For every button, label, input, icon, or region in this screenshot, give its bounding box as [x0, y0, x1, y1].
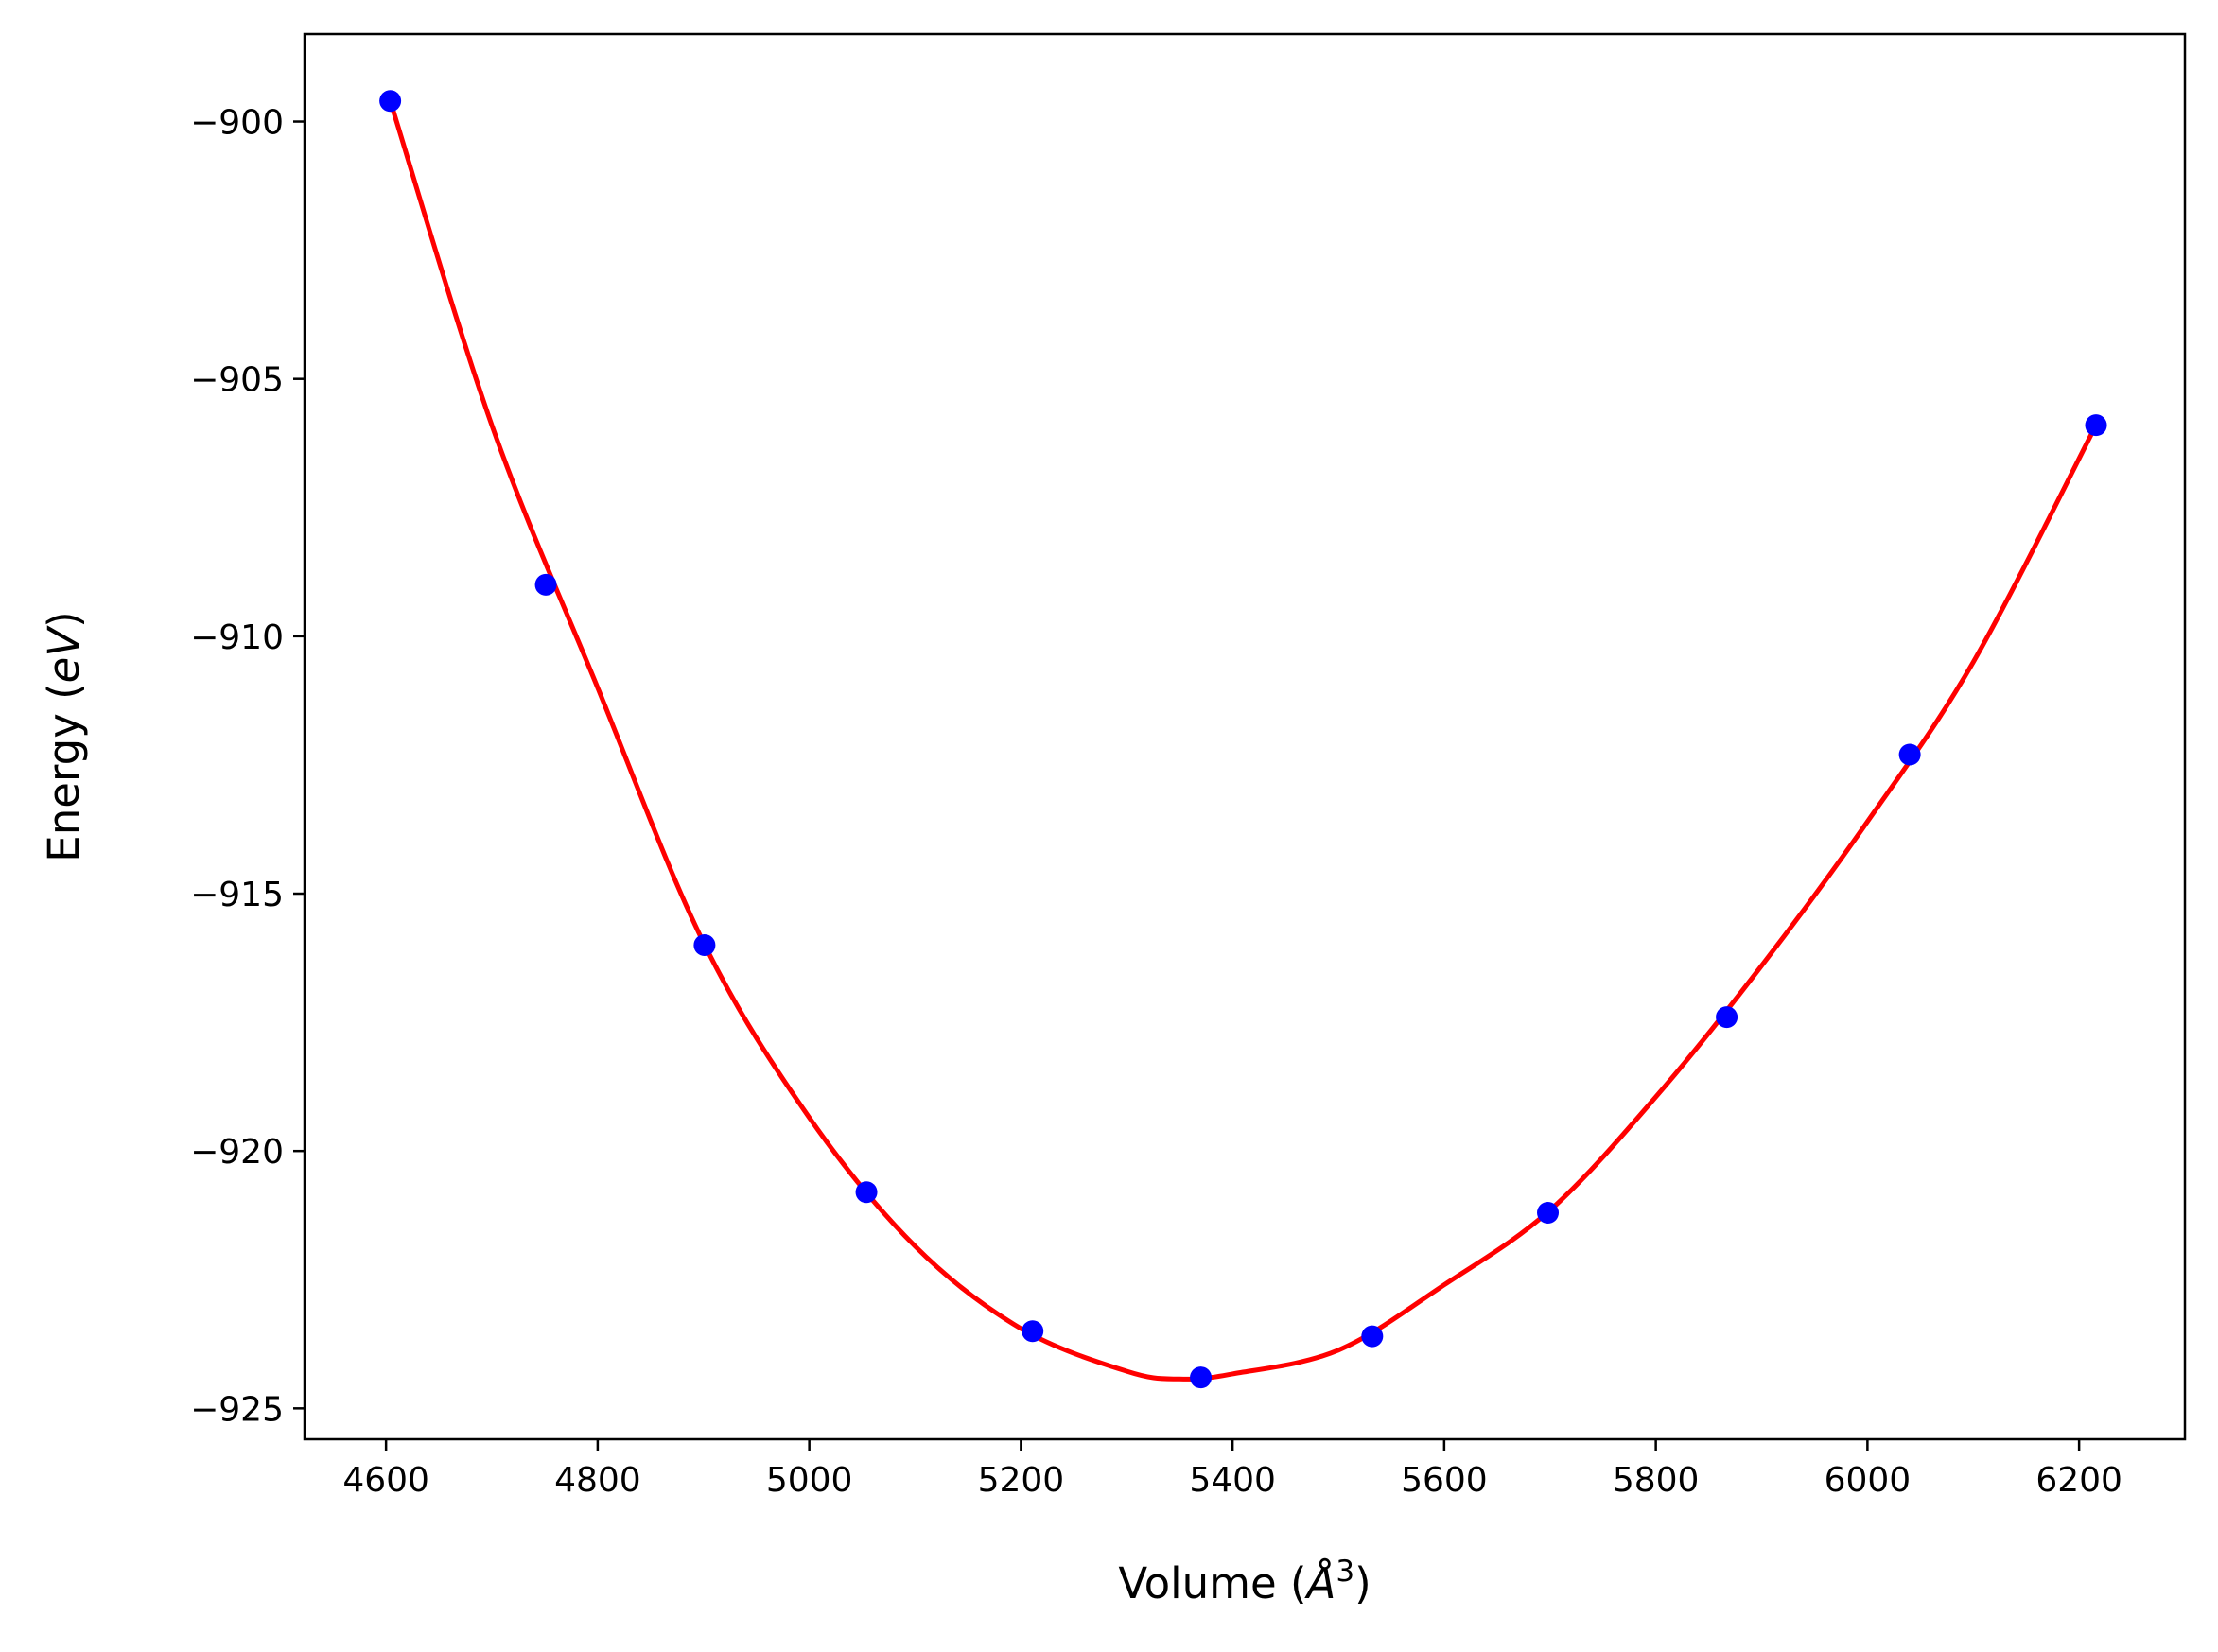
- data-point: [855, 1181, 878, 1204]
- y-tick-label: −900: [190, 104, 284, 143]
- data-point: [1537, 1201, 1560, 1224]
- x-tick-label: 4800: [554, 1461, 641, 1500]
- data-point: [1716, 1006, 1738, 1029]
- data-point: [693, 933, 716, 956]
- data-point: [2085, 414, 2107, 437]
- data-point: [1022, 1320, 1044, 1343]
- x-tick-label: 6000: [1825, 1461, 1912, 1500]
- data-point: [1361, 1325, 1384, 1348]
- y-tick-label: −920: [190, 1133, 284, 1172]
- x-tick-label: 5800: [1613, 1461, 1700, 1500]
- x-tick-label: 6200: [2035, 1461, 2122, 1500]
- x-tick-label: 5400: [1189, 1461, 1276, 1500]
- y-axis-label: Energy (eV): [39, 611, 89, 861]
- data-point: [379, 90, 402, 113]
- x-tick-label: 4600: [342, 1461, 429, 1500]
- x-axis: 4600 4800 5000 5200 5400 5600 5800 6000 6200: [342, 1439, 2122, 1500]
- data-point: [1898, 743, 1921, 766]
- x-tick-label: 5000: [766, 1461, 853, 1500]
- x-tick-label: 5200: [978, 1461, 1065, 1500]
- data-point: [534, 573, 557, 596]
- fit-curve-line: [388, 98, 2099, 1382]
- data-point: [1190, 1366, 1213, 1389]
- plot-area: [379, 90, 2107, 1389]
- x-tick-label: 5600: [1401, 1461, 1488, 1500]
- plot-frame: [303, 32, 2187, 1441]
- y-tick-label: −915: [190, 876, 284, 914]
- x-axis-label: Volume (Å3): [1118, 1555, 1371, 1609]
- y-tick-label: −925: [190, 1390, 284, 1429]
- y-tick-label: −910: [190, 618, 284, 657]
- y-axis: −900 −905 −910 −915 −920 −925: [190, 104, 305, 1429]
- y-tick-label: −905: [190, 361, 284, 400]
